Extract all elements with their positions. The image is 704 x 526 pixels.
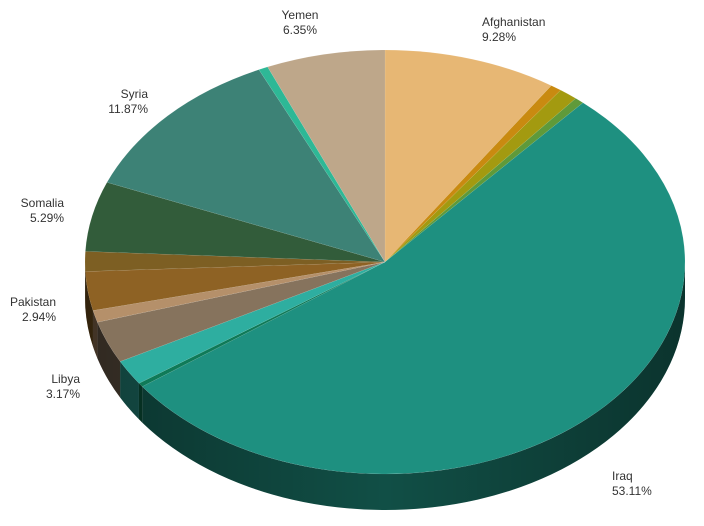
pie-slice-segment-2 xyxy=(384,89,577,263)
pie-slices xyxy=(84,49,686,475)
label-libya-name: Libya xyxy=(51,372,80,386)
pie-slice-segment-6 xyxy=(119,261,386,384)
pie-side-walls xyxy=(85,262,686,510)
label-iraq-value: 53.11% xyxy=(612,484,652,498)
pie-slice-iraq xyxy=(141,102,686,475)
pie-slice-pakistan xyxy=(85,261,386,311)
label-libya-value: 3.17% xyxy=(46,387,80,401)
label-yemen-name: Yemen xyxy=(282,8,319,22)
label-somalia-value: 5.29% xyxy=(30,211,64,225)
label-afghanistan-name: Afghanistan xyxy=(482,15,545,29)
pie-slice-segment-10 xyxy=(84,251,386,272)
pie-side-shading xyxy=(85,262,685,510)
pie-slice-syria xyxy=(106,69,386,263)
label-syria-name: Syria xyxy=(121,87,149,101)
label-somalia-name: Somalia xyxy=(21,196,65,210)
pie-slice-segment-5 xyxy=(138,261,386,387)
pie-slice-segment-8 xyxy=(92,261,386,323)
label-iraq-name: Iraq xyxy=(612,469,633,483)
pie-slice-yemen xyxy=(267,49,386,263)
pie-slice-somalia xyxy=(85,182,386,263)
pie-slice-afghanistan xyxy=(384,49,552,263)
pie-slice-segment-13 xyxy=(258,66,386,263)
label-pakistan-name: Pakistan xyxy=(10,295,56,309)
pie-slice-segment-3 xyxy=(384,98,584,263)
label-syria-value: 11.87% xyxy=(108,102,148,116)
label-pakistan-value: 2.94% xyxy=(22,310,56,324)
label-afghanistan-value: 9.28% xyxy=(482,30,516,44)
pie-slice-segment-1 xyxy=(384,85,562,263)
label-yemen-value: 6.35% xyxy=(283,23,317,37)
pie-labels: Afghanistan 9.28% Iraq 53.11% Libya 3.17… xyxy=(10,8,652,498)
pie-slice-libya xyxy=(97,261,386,362)
